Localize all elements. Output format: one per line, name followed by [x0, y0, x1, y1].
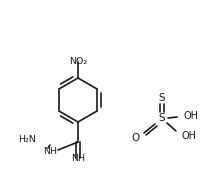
Text: NH: NH	[71, 154, 85, 163]
Text: NH: NH	[43, 147, 57, 156]
Text: OH: OH	[182, 131, 197, 141]
Text: NO₂: NO₂	[69, 57, 87, 66]
Text: H₂N: H₂N	[18, 135, 36, 144]
Text: S: S	[159, 113, 165, 123]
Text: O: O	[132, 133, 140, 143]
Text: S: S	[159, 93, 165, 103]
Text: OH: OH	[184, 111, 199, 121]
